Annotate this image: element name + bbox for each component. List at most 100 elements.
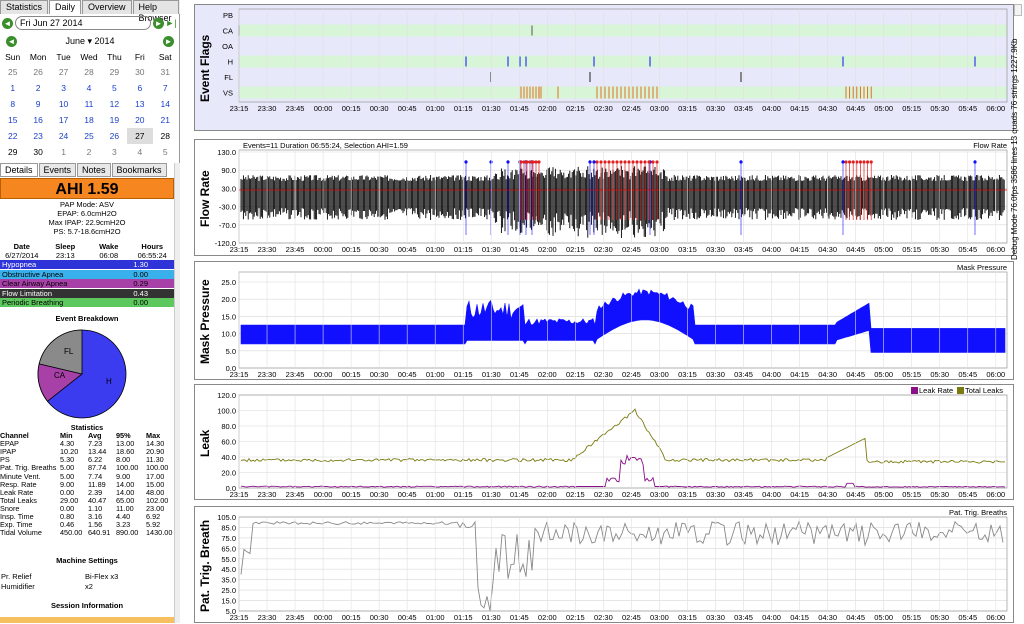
calendar-day[interactable]: 31 bbox=[160, 67, 170, 77]
flow-event-dot bbox=[851, 160, 855, 164]
stats-cell: Total Leaks bbox=[0, 495, 37, 505]
calendar-day[interactable]: 30 bbox=[33, 147, 43, 157]
calendar-day[interactable]: 30 bbox=[135, 67, 145, 77]
prev-month-icon[interactable]: ◄ bbox=[6, 35, 17, 47]
calendar-day[interactable]: 15 bbox=[7, 115, 18, 125]
calendar-day[interactable]: 26 bbox=[109, 131, 120, 141]
calendar-day[interactable]: 28 bbox=[160, 131, 170, 141]
y-tick: 5.0 bbox=[226, 347, 236, 356]
calendar-day[interactable]: 21 bbox=[160, 115, 170, 125]
event-flags-graph[interactable]: Event Flags PB CA OA H FL VS 23:15 23:30 23:45 00… bbox=[194, 4, 1014, 131]
calendar-day[interactable]: 4 bbox=[137, 147, 143, 157]
calendar-day[interactable]: 10 bbox=[58, 99, 69, 109]
stats-cell: Insp. Time bbox=[0, 512, 34, 522]
mask-pressure-graph[interactable]: Mask Pressure 25.0 20.0 15.0 10.0 5.0 0.0 Mask… bbox=[194, 261, 1014, 380]
calendar-day[interactable]: 14 bbox=[160, 99, 170, 109]
tab-details[interactable]: Details bbox=[0, 163, 38, 177]
calendar-day[interactable]: 7 bbox=[162, 83, 168, 93]
event-row[interactable]: Flow Limitation 0.43 bbox=[0, 288, 174, 298]
event-row[interactable]: Obstructive Apnea 0.00 bbox=[0, 269, 174, 279]
flow-event-dot bbox=[592, 160, 596, 164]
calendar-day[interactable]: 27 bbox=[58, 67, 69, 77]
event-row[interactable]: Periodic Breathing 0.00 bbox=[0, 298, 174, 307]
calendar-day[interactable]: 22 bbox=[7, 131, 18, 141]
leak-graph[interactable]: Leak 120.0 100.0 80.0 60.0 40.0 20.0 0.0 Leak R… bbox=[194, 384, 1014, 500]
calendar-day[interactable]: 3 bbox=[112, 147, 117, 157]
flow-rate-graph[interactable]: Flow Rate 130.0 90.0 30.0 -30.0 -70.0 -120.0 E… bbox=[194, 139, 1014, 256]
calendar-day[interactable]: 29 bbox=[7, 147, 18, 157]
details-scrollbar[interactable] bbox=[174, 163, 180, 623]
time-tick: 04:30 bbox=[818, 245, 837, 254]
flow-trace bbox=[240, 166, 1005, 238]
calendar-day[interactable]: 25 bbox=[7, 67, 18, 77]
calendar-day[interactable]: 11 bbox=[84, 99, 94, 109]
pie-slice-fl bbox=[38, 329, 83, 375]
calendar-day[interactable]: 2 bbox=[86, 147, 92, 157]
calendar-month[interactable]: June bbox=[65, 35, 85, 46]
calendar-day[interactable]: 13 bbox=[135, 99, 145, 109]
calendar-day[interactable]: 25 bbox=[84, 131, 94, 141]
calendar-day[interactable]: 27 bbox=[127, 128, 153, 144]
time-tick: 00:30 bbox=[370, 370, 389, 379]
time-tick: 01:00 bbox=[426, 104, 445, 113]
next-month-icon[interactable]: ► bbox=[163, 35, 174, 47]
graph-scroll-handle[interactable] bbox=[1014, 4, 1022, 16]
calendar-day[interactable]: 17 bbox=[58, 115, 69, 125]
tab-statistics[interactable]: Statistics bbox=[0, 0, 49, 14]
calendar-day[interactable]: 23 bbox=[33, 131, 43, 141]
time-tick: 04:30 bbox=[818, 370, 837, 379]
y-tick: 130.0 bbox=[217, 148, 236, 157]
calendar-day[interactable]: 28 bbox=[84, 67, 94, 77]
calendar-day[interactable]: 2 bbox=[35, 83, 41, 93]
time-tick: 05:45 bbox=[958, 613, 977, 622]
tab-bookmarks[interactable]: Bookmarks bbox=[111, 163, 167, 177]
calendar-year[interactable]: 2014 bbox=[94, 35, 115, 46]
calendar-day[interactable]: 18 bbox=[84, 115, 94, 125]
calendar-day[interactable]: 1 bbox=[10, 83, 16, 93]
flow-event-dot bbox=[603, 160, 607, 164]
event-row[interactable]: Hypopnea 1.30 bbox=[0, 260, 174, 269]
calendar-day[interactable]: 1 bbox=[61, 147, 66, 157]
calendar-day[interactable]: 4 bbox=[86, 83, 92, 93]
tab-daily[interactable]: Daily bbox=[49, 0, 82, 14]
prev-day-icon[interactable]: ◄ bbox=[2, 17, 13, 29]
date-picker[interactable]: Fri Jun 27 2014 bbox=[15, 16, 151, 30]
calendar-day[interactable]: 26 bbox=[33, 67, 43, 77]
time-tick: 03:30 bbox=[706, 104, 725, 113]
next-day-icon[interactable]: ► bbox=[153, 17, 164, 29]
calendar-day[interactable]: 6 bbox=[137, 83, 143, 93]
calendar-day[interactable]: 19 bbox=[109, 115, 120, 125]
event-row-value: 0.29 bbox=[133, 279, 148, 288]
calendar-day[interactable]: 29 bbox=[109, 67, 120, 77]
calendar-day[interactable]: 3 bbox=[61, 83, 66, 93]
calendar-day[interactable]: 24 bbox=[58, 131, 69, 141]
y-tick: 35.0 bbox=[221, 576, 236, 585]
time-tick: 23:45 bbox=[286, 370, 305, 379]
calendar-day[interactable]: 20 bbox=[135, 115, 145, 125]
calendar-day[interactable]: 9 bbox=[35, 99, 41, 109]
last-day-icon[interactable]: ►| bbox=[165, 18, 177, 28]
stats-cell: Resp. Rate bbox=[0, 479, 37, 489]
time-tick: 23:15 bbox=[230, 104, 249, 113]
time-tick: 03:45 bbox=[734, 104, 753, 113]
time-tick: 03:15 bbox=[678, 245, 697, 254]
calendar-day[interactable]: 16 bbox=[33, 115, 43, 125]
pat-trig-breath-graph[interactable]: Pat. Trig. Breath 105.0 85.0 75.0 65.0 55.0 4… bbox=[194, 506, 1014, 623]
tab-overview[interactable]: Overview bbox=[82, 0, 132, 14]
calendar-day[interactable]: 12 bbox=[109, 99, 120, 109]
y-tick: 120.0 bbox=[217, 391, 236, 400]
y-tick: 75.0 bbox=[221, 534, 236, 543]
time-tick: 23:45 bbox=[286, 613, 305, 622]
calendar-day[interactable]: 8 bbox=[10, 99, 16, 109]
ahi-badge: AHI 1.59 bbox=[0, 178, 174, 199]
tab-help-browser[interactable]: Help Browser bbox=[132, 0, 179, 23]
tab-events[interactable]: Events bbox=[38, 163, 77, 177]
tab-notes[interactable]: Notes bbox=[77, 163, 111, 177]
date-bar: ◄ Fri Jun 27 2014 ► ►| bbox=[0, 14, 180, 32]
calendar-day[interactable]: 5 bbox=[112, 83, 117, 93]
flow-event-dot bbox=[869, 160, 873, 164]
calendar-day[interactable]: 5 bbox=[162, 147, 168, 157]
event-row[interactable]: Clear Airway Apnea 0.29 bbox=[0, 279, 174, 288]
flag-row-label: VS bbox=[223, 89, 233, 98]
time-tick: 05:15 bbox=[902, 613, 921, 622]
